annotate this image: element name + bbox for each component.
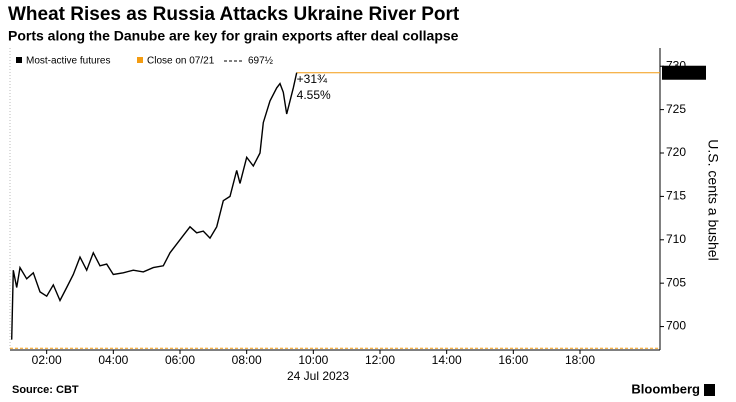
last-value-label: 729¼ bbox=[666, 65, 697, 79]
x-tick-label: 12:00 bbox=[365, 353, 395, 367]
y-tick-label: 705 bbox=[666, 275, 686, 289]
x-axis-label: 24 Jul 2023 bbox=[287, 369, 349, 383]
chart-title: Wheat Rises as Russia Attacks Ukraine Ri… bbox=[8, 4, 460, 25]
annotation: +31¾ bbox=[297, 72, 328, 86]
x-tick-label: 08:00 bbox=[232, 353, 262, 367]
source: Source: CBT bbox=[12, 384, 79, 396]
y-tick-label: 700 bbox=[666, 319, 686, 333]
y-axis-label: U.S. cents a bushel bbox=[705, 139, 721, 260]
y-tick-label: 720 bbox=[666, 145, 686, 159]
legend-swatch bbox=[137, 57, 143, 63]
annotation: 4.55% bbox=[297, 88, 331, 102]
y-tick-label: 715 bbox=[666, 189, 686, 203]
chart-subtitle: Ports along the Danube are key for grain… bbox=[8, 28, 459, 44]
y-tick-label: 710 bbox=[666, 232, 686, 246]
x-tick-label: 16:00 bbox=[498, 353, 528, 367]
price-line bbox=[11, 72, 298, 340]
x-tick-label: 06:00 bbox=[165, 353, 195, 367]
last-value-box bbox=[662, 65, 706, 80]
brand-icon bbox=[704, 384, 715, 396]
x-tick-label: 14:00 bbox=[432, 353, 462, 367]
legend-label: Close on 07/21 bbox=[147, 56, 215, 67]
x-tick-label: 10:00 bbox=[298, 353, 328, 367]
y-tick-label: 725 bbox=[666, 102, 686, 116]
x-tick-label: 02:00 bbox=[32, 353, 62, 367]
legend-label: Most-active futures bbox=[26, 56, 110, 67]
x-tick-label: 04:00 bbox=[98, 353, 128, 367]
x-tick-label: 18:00 bbox=[565, 353, 595, 367]
legend-swatch bbox=[16, 57, 22, 63]
legend-value: 697½ bbox=[248, 56, 274, 67]
brand: Bloomberg bbox=[631, 381, 700, 396]
